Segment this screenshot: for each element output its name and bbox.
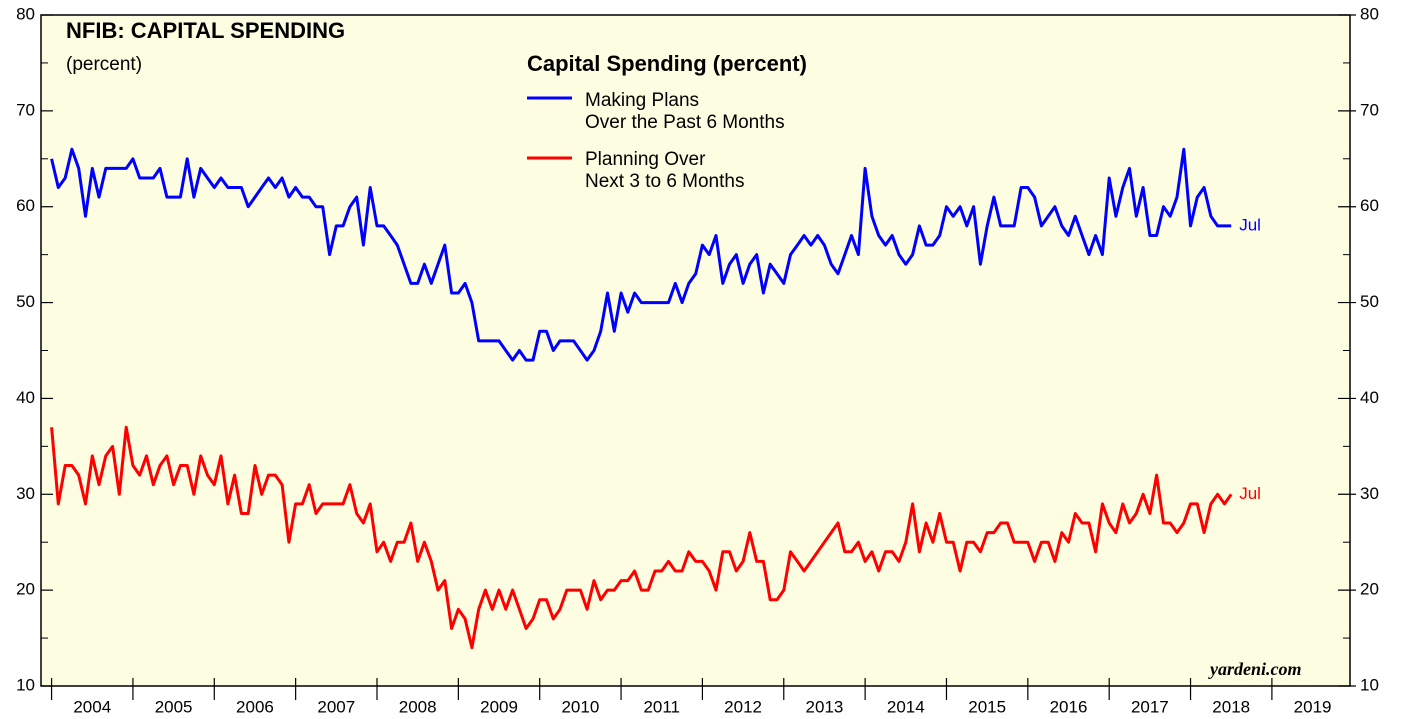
y2-tick-label: 50 (1360, 292, 1379, 311)
x-tick-label: 2011 (643, 697, 680, 716)
y-tick-label: 30 (16, 484, 35, 503)
y2-tick-label: 70 (1360, 100, 1379, 119)
legend-label: Planning Over Next 3 to 6 Months (585, 149, 745, 192)
plot-area (40, 14, 1351, 687)
y-tick-label: 40 (16, 388, 35, 407)
x-tick-label: 2010 (561, 697, 599, 716)
y2-tick-label: 40 (1360, 388, 1379, 407)
legend-label: Making Plans Over the Past 6 Months (585, 90, 785, 133)
watermark: yardeni.com (1210, 659, 1302, 679)
x-tick-label: 2019 (1294, 697, 1332, 716)
x-tick-label: 2007 (317, 697, 355, 716)
series-line (50, 425, 1233, 650)
y2-tick-label: 10 (1360, 675, 1379, 694)
legend-title: Capital Spending (percent) (527, 51, 807, 76)
x-tick-label: 2006 (236, 697, 274, 716)
x-tick-label: 2012 (724, 697, 762, 716)
x-tick-label: 2008 (399, 697, 437, 716)
x-tick-label: 2009 (480, 697, 518, 716)
x-tick-label: 2013 (806, 697, 844, 716)
series-line (50, 147, 1232, 362)
y-tick-label: 10 (16, 675, 35, 694)
y-tick-label: 70 (16, 100, 35, 119)
x-tick-label: 2004 (73, 697, 111, 716)
x-tick-label: 2015 (968, 697, 1006, 716)
x-tick-label: 2016 (1050, 697, 1088, 716)
end-label: Jul (1239, 215, 1261, 234)
y2-tick-label: 60 (1360, 196, 1379, 215)
y-tick-label: 20 (16, 580, 35, 599)
y2-tick-label: 30 (1360, 484, 1379, 503)
chart-subtitle: (percent) (66, 54, 143, 75)
chart-title: NFIB: CAPITAL SPENDING (66, 18, 346, 43)
end-label: Jul (1239, 484, 1261, 503)
y2-tick-label: 20 (1360, 580, 1379, 599)
y2-tick-label: 80 (1360, 4, 1379, 23)
y-tick-label: 80 (16, 4, 35, 23)
x-tick-label: 2018 (1212, 697, 1250, 716)
y-tick-label: 50 (16, 292, 35, 311)
y-tick-label: 60 (16, 196, 35, 215)
x-tick-label: 2017 (1131, 697, 1169, 716)
x-tick-label: 2014 (887, 697, 925, 716)
x-tick-label: 2005 (155, 697, 193, 716)
